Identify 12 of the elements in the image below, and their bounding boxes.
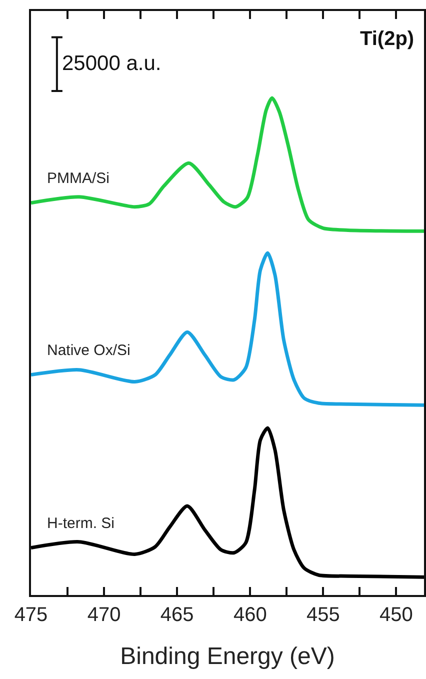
series-label: PMMA/Si — [47, 170, 110, 187]
series-label: H-term. Si — [47, 515, 114, 532]
x-tick-label: 475 — [14, 604, 48, 626]
x-tick-label: 450 — [380, 604, 413, 626]
text: 25000 a.u. — [62, 52, 162, 75]
x-tick-label: 455 — [306, 604, 340, 626]
x-tick-label: 470 — [87, 604, 121, 626]
x-axis-title: Binding Energy (eV) — [120, 642, 335, 670]
chart-title: Ti(2p) — [360, 28, 414, 50]
x-tick-label: 460 — [233, 604, 267, 626]
x-tick-label: 465 — [160, 604, 194, 626]
series-label: Native Ox/Si — [47, 342, 130, 359]
